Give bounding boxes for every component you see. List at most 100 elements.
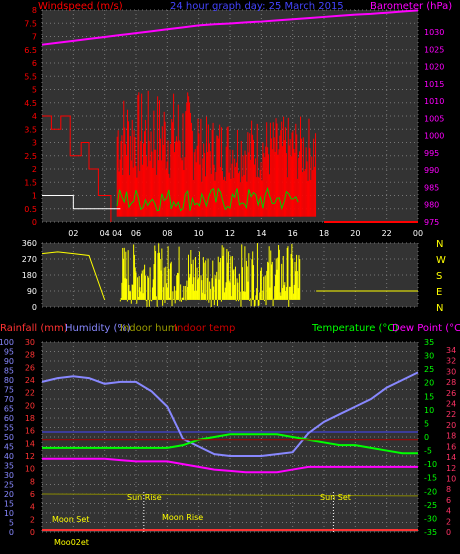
humidity-tick-label: 60 [4,414,14,423]
humidity-tick-label: 65 [4,405,14,414]
humidity-tick-label: 100 [0,338,14,347]
wind-tick-label: 6.5 [24,46,37,55]
dew-tick-label: 30 [446,367,456,376]
time-tick-label: 08 [162,229,172,238]
rain-tick-label: 28 [25,351,35,360]
temp-tick-label: -5 [424,447,432,456]
time-tick-label: 16 [288,229,298,238]
time-tick-label: 18 [319,229,329,238]
wind-tick-label: 7 [32,33,37,42]
time-tick-label: 06 [131,229,141,238]
wind-tick-label: 3 [32,139,37,148]
dew-tick-label: 0 [446,528,451,537]
dew-tick-label: 18 [446,432,456,441]
rain-tick-label: 22 [25,389,35,398]
bottom-grid [41,341,419,533]
moon-set-label: Moon Set [52,515,89,524]
rain-tick-label: 10 [25,465,35,474]
wind-tick-label: 1.5 [24,178,37,187]
dir-tick-label: 180 [22,271,37,280]
dew-tick-label: 8 [446,485,451,494]
compass-letter: N [436,239,443,250]
humidity-tick-label: 45 [4,443,14,452]
temp-tick-label: 5 [424,419,429,428]
indoor-temp-label: Indoor temp [174,323,235,334]
baro-tick-label: 1030 [424,28,444,37]
humidity-tick-label: 5 [9,519,14,528]
rain-tick-label: 26 [25,363,35,372]
temp-tick-label: -20 [424,487,437,496]
temp-tick-label: 30 [424,352,434,361]
dir-tick-label: 0 [32,303,37,312]
dew-tick-label: 34 [446,346,456,355]
temp-tick-label: -10 [424,460,437,469]
moon-rise-label: Moon Rise [162,513,203,522]
dew-tick-label: 32 [446,357,456,366]
wind-tick-label: 1 [32,192,37,201]
temperature-axis-title: Temperature (°C) [311,323,398,334]
baro-tick-label: 990 [424,166,439,175]
barometer-line [41,9,419,46]
rain-tick-label: 20 [25,401,35,410]
gust-line [116,186,299,212]
baro-tick-label: 1000 [424,132,444,141]
temp-tick-label: 0 [424,433,429,442]
sun-rise-label: Sun Rise [127,493,162,502]
humidity-tick-label: 80 [4,376,14,385]
indoor-hum-line [41,493,419,497]
wind-tick-label: 5.5 [24,72,37,81]
time-tick-label: 20 [350,229,360,238]
temp-tick-label: 25 [424,365,434,374]
dew-tick-label: 4 [446,507,451,516]
dew-tick-label: 24 [446,400,456,409]
rain-tick-label: 16 [25,427,35,436]
humidity-tick-label: 75 [4,386,14,395]
dew-tick-label: 14 [446,453,456,462]
humidity-tick-label: 50 [4,433,14,442]
temp-tick-label: -35 [424,528,437,537]
wind-tick-label: 4.5 [24,99,37,108]
wind-dir-line [41,251,106,301]
temp-tick-label: 10 [424,406,434,415]
time-tick-label: 22 [382,229,392,238]
avg-wind-line [42,195,121,210]
temperature-line [42,433,418,455]
rain-tick-label: 8 [30,477,35,486]
rain-tick-label: 24 [25,376,35,385]
rain-tick-label: 6 [30,490,35,499]
rain-tick-label: 30 [25,338,35,347]
humidity-tick-label: 70 [4,395,14,404]
humidity-tick-label: 25 [4,481,14,490]
bottom-axes: 1009590858075706560555045403530252015105… [0,338,456,537]
rain-tick-label: 12 [25,452,35,461]
time-tick-label: 02 [68,229,78,238]
humidity-tick-label: 20 [4,490,14,499]
wind-tick-label: 5 [32,86,37,95]
dew-tick-label: 2 [446,517,451,526]
temp-tick-label: 15 [424,392,434,401]
baro-axis-title: Barometer (hPa) [370,1,452,12]
wind-tick-label: 0.5 [24,205,37,214]
time-tick-label: 12 [225,229,235,238]
temp-tick-label: 35 [424,338,434,347]
humidity-tick-label: 55 [4,424,14,433]
time-tick-label: 10 [194,229,204,238]
wind-tick-label: 4 [32,112,37,121]
dew-tick-label: 26 [446,389,456,398]
compass-letter: S [436,271,442,282]
sun-set-label: Sun Set [320,493,351,502]
dew-tick-label: 22 [446,410,456,419]
baro-tick-label: 1005 [424,114,444,123]
top-axes: 87.576.565.554.543.532.521.510.501030102… [24,6,444,238]
direction-series [41,243,418,307]
humidity-tick-label: 90 [4,357,14,366]
dir-tick-label: 90 [27,287,37,296]
time-tick-label: 00 [413,229,423,238]
dew-tick-label: 28 [446,378,456,387]
wind-tick-label: 2 [32,165,37,174]
humidity-tick-label: 40 [4,452,14,461]
humidity-tick-label: 15 [4,500,14,509]
rain-tick-label: 14 [25,439,35,448]
